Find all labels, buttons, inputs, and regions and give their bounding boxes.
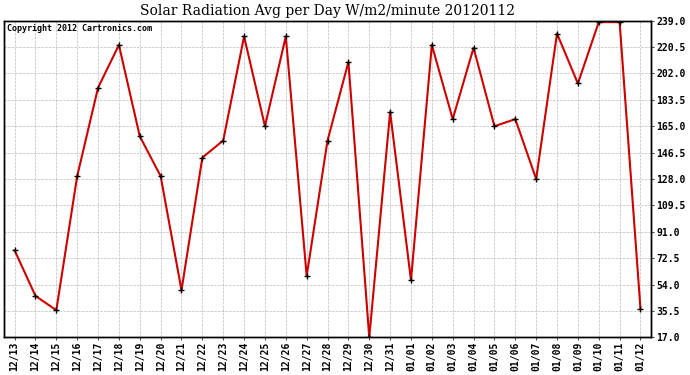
Text: Copyright 2012 Cartronics.com: Copyright 2012 Cartronics.com bbox=[8, 24, 152, 33]
Title: Solar Radiation Avg per Day W/m2/minute 20120112: Solar Radiation Avg per Day W/m2/minute … bbox=[140, 4, 515, 18]
